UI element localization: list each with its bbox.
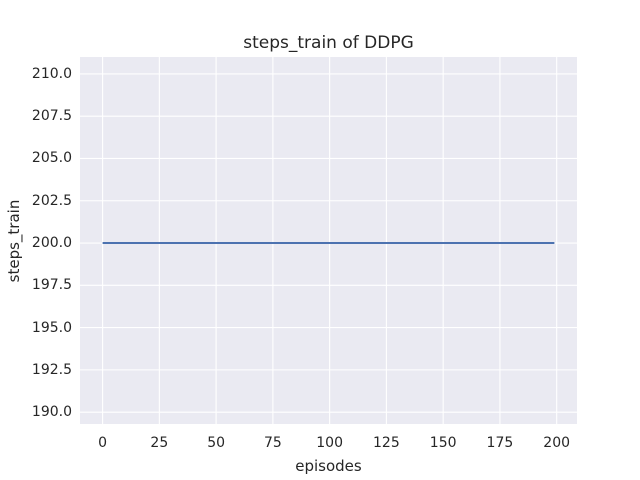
x-tick-label: 100: [316, 435, 343, 451]
y-tick-label: 205.0: [31, 150, 72, 167]
y-tick-label: 210.0: [31, 65, 72, 82]
y-tick-label: 192.5: [31, 361, 72, 378]
x-tick-label: 50: [207, 435, 226, 451]
x-tick-label: 0: [98, 435, 108, 451]
x-axis-label: episodes: [295, 457, 362, 475]
x-tick-label: 125: [373, 435, 400, 451]
x-tick-label: 175: [486, 435, 514, 451]
x-tick-label: 150: [429, 435, 457, 451]
x-tick-label: 25: [150, 435, 169, 451]
chart-title: steps_train of DDPG: [243, 33, 414, 53]
x-tick-label: 75: [263, 435, 282, 451]
y-tick-label: 197.5: [31, 277, 72, 294]
plot-area: [80, 57, 577, 424]
y-tick-label: 200.0: [31, 235, 72, 252]
plot-canvas: [80, 57, 577, 424]
x-tick-label: 200: [543, 435, 571, 451]
y-tick-label: 202.5: [31, 192, 72, 209]
y-tick-label: 195.0: [31, 319, 72, 336]
y-tick-label: 207.5: [31, 108, 72, 125]
y-tick-label: 190.0: [31, 404, 72, 421]
